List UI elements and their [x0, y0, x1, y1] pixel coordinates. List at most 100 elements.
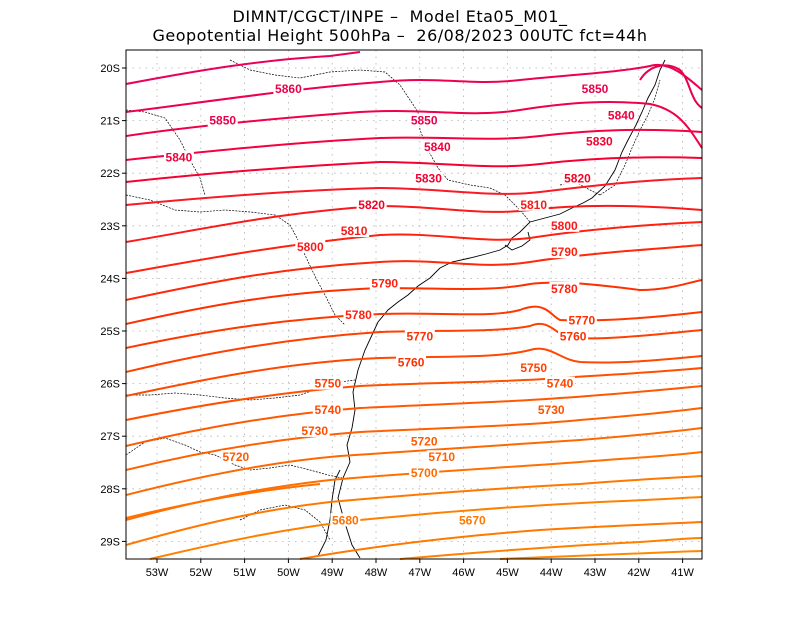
- contour-line: [299, 521, 703, 560]
- lon-label: 51W: [233, 567, 256, 579]
- contour-label-bg: [220, 450, 251, 464]
- lon-label: 45W: [496, 567, 519, 579]
- lon-label: 46W: [452, 567, 475, 579]
- contour-line: [125, 407, 703, 471]
- contour-line: [125, 385, 703, 447]
- coastline-bay: [504, 231, 531, 251]
- border-mg-es: [599, 79, 661, 196]
- contour-label: 5730: [301, 424, 328, 438]
- contour-label: 5780: [345, 308, 372, 322]
- contour-line: [125, 483, 321, 519]
- contour-label: 5840: [166, 150, 193, 164]
- contour-label: 5850: [411, 114, 438, 128]
- contour-label-bg: [299, 423, 330, 437]
- contour-line: [125, 475, 703, 546]
- contour-line: [125, 323, 703, 373]
- border-river: [239, 504, 331, 541]
- contour-label: 5820: [564, 171, 591, 185]
- contour-label: 5840: [608, 108, 635, 122]
- contour-label-bg: [404, 329, 435, 343]
- contour-label: 5770: [406, 329, 433, 343]
- lat-label: 21S: [100, 116, 120, 128]
- contour-label: 5750: [520, 361, 547, 375]
- contour-line: [125, 221, 703, 274]
- contour-label: 5840: [424, 140, 451, 154]
- lat-label: 26S: [100, 379, 120, 391]
- contour-label-bg: [549, 281, 580, 295]
- contour-label: 5740: [314, 403, 341, 417]
- contour-label: 5760: [560, 329, 587, 343]
- contour-line: [125, 128, 703, 161]
- contour-label: 5820: [358, 198, 385, 212]
- contour-label: 5790: [551, 245, 578, 259]
- contour-line: [125, 63, 703, 113]
- contour-label: 5740: [547, 377, 574, 391]
- contour-label: 5710: [428, 450, 455, 464]
- contour-label: 5850: [582, 82, 609, 96]
- contour-line: [125, 305, 703, 349]
- contour-line: [499, 550, 703, 560]
- contour-label: 5730: [538, 403, 565, 417]
- contour-label: 5830: [415, 171, 442, 185]
- contour-line: [125, 451, 703, 521]
- contour-label: 5780: [551, 282, 578, 296]
- contour-label-bg: [343, 308, 374, 322]
- lon-label: 42W: [627, 567, 650, 579]
- lat-label: 29S: [100, 536, 120, 548]
- contour-label-bg: [422, 139, 453, 153]
- lon-label: 48W: [365, 567, 388, 579]
- axis-ticks: 20S 21S 22S 23S 24S 25S 26S 27S 28S 29S 53W 52W 51W 5…: [100, 63, 694, 579]
- lat-label: 23S: [100, 221, 120, 233]
- contour-label: 5760: [398, 356, 425, 370]
- lon-label: 50W: [277, 567, 300, 579]
- contour-label: 5700: [411, 466, 438, 480]
- contour-line: [125, 156, 703, 183]
- contour-label-bg: [295, 239, 326, 253]
- contour-label-bg: [409, 434, 440, 448]
- contour-label-bg: [536, 402, 567, 416]
- contour-label: 5670: [459, 513, 486, 527]
- contour-line: [125, 204, 703, 243]
- contour-label-bg: [312, 376, 343, 390]
- border-sp-mg: [229, 59, 531, 223]
- contour-label: 5860: [275, 82, 302, 96]
- lon-label: 44W: [540, 567, 563, 579]
- contour-label-bg: [339, 224, 370, 238]
- contour-label-bg: [356, 197, 387, 211]
- contour-label-bg: [518, 197, 549, 211]
- lat-label: 20S: [100, 63, 120, 75]
- contour-label: 5830: [586, 135, 613, 149]
- contour-label-bg: [426, 450, 457, 464]
- contour-label-bg: [409, 466, 440, 480]
- contour-label: 5680: [332, 513, 359, 527]
- contour-label-bg: [369, 276, 400, 290]
- contour-label-bg: [562, 171, 593, 185]
- contour-label-bg: [330, 513, 361, 527]
- contour-label: 5850: [209, 114, 236, 128]
- contour-label: 5810: [341, 224, 368, 238]
- contour-line: [125, 244, 703, 301]
- coastline-lagoon: [317, 469, 341, 557]
- contour-line: [639, 64, 703, 109]
- contour-label: 5790: [371, 277, 398, 291]
- contour-label-bg: [606, 108, 637, 122]
- lon-label: 47W: [408, 567, 431, 579]
- lat-label: 25S: [100, 326, 120, 338]
- contour-label-bg: [544, 376, 575, 390]
- lon-label: 52W: [189, 567, 212, 579]
- height-contours: [125, 51, 703, 560]
- lon-label: 41W: [671, 567, 694, 579]
- contour-label: 5750: [314, 377, 341, 391]
- contour-line: [125, 177, 703, 206]
- contour-label-bg: [457, 513, 488, 527]
- coastline-main: [337, 59, 666, 559]
- title-line-1: DIMNT/CGCT/INPE – Model Eta05_M01_: [232, 7, 568, 26]
- contour-labels: 5860 5850 5850 5850 5840 5840 5840 5830 5830 5820…: [163, 82, 637, 527]
- contour-label: 5800: [297, 240, 324, 254]
- contour-label-bg: [584, 134, 615, 148]
- contour-line: [125, 51, 361, 85]
- contour-label: 5800: [551, 219, 578, 233]
- contour-label-bg: [549, 218, 580, 232]
- lat-label: 24S: [100, 273, 120, 285]
